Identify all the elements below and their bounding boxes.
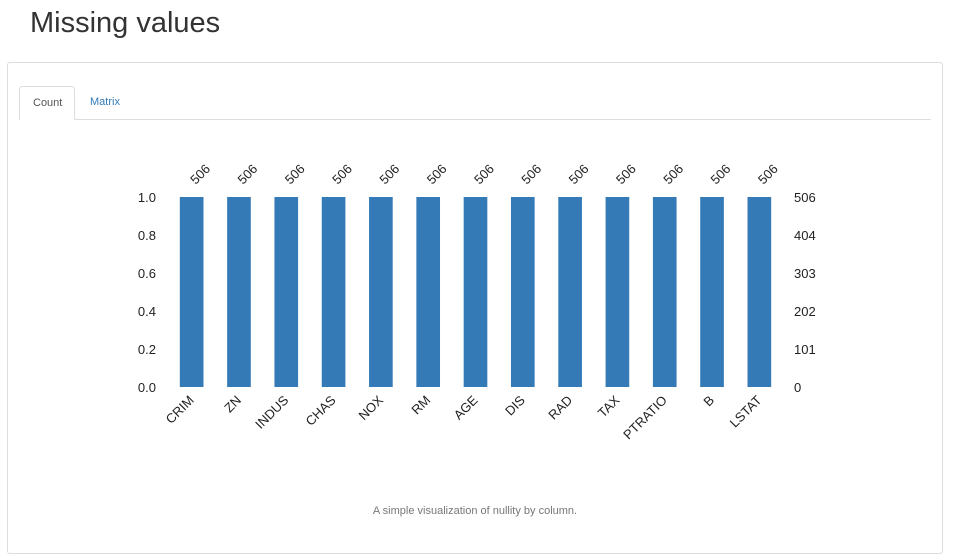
bar-lstat <box>747 197 772 387</box>
y2-tick-label: 404 <box>794 228 816 243</box>
bar-count-label: 506 <box>518 161 544 187</box>
x-tick-label: AGE <box>451 392 481 422</box>
bar-count-label: 506 <box>755 161 781 187</box>
x-tick-label: CHAS <box>303 392 339 428</box>
y2-tick-label: 0 <box>794 380 801 395</box>
bar-rm <box>416 197 441 387</box>
bar-ptratio <box>652 197 677 387</box>
y-tick-label: 0.6 <box>138 266 156 281</box>
y-tick-label: 0.4 <box>138 304 156 319</box>
x-tick-label: RAD <box>545 393 575 423</box>
bar-count-label: 506 <box>566 161 592 187</box>
x-tick-label: ZN <box>221 393 244 416</box>
tab-count[interactable]: Count <box>19 86 75 120</box>
bar-b <box>700 197 724 387</box>
y2-tick-label: 506 <box>794 190 816 205</box>
x-tick-label: PTRATIO <box>620 393 670 443</box>
bar-count-label: 506 <box>376 161 402 187</box>
bar-count-label: 506 <box>660 161 686 187</box>
bar-age <box>463 197 488 387</box>
results-panel: Count Matrix 0.0 0.2 0.4 0.6 0.8 1.0 0 101 202 30… <box>7 62 943 554</box>
y-tick-label: 0.2 <box>138 342 156 357</box>
bar-chas <box>321 197 346 387</box>
bar-dis <box>510 197 535 387</box>
page-title: Missing values <box>30 7 221 39</box>
tab-matrix[interactable]: Matrix <box>90 96 120 108</box>
bar-count-label: 506 <box>613 161 639 187</box>
y2-tick-label: 101 <box>794 342 816 357</box>
chart-caption: A simple visualization of nullity by col… <box>372 505 578 517</box>
bar-zn <box>227 197 251 387</box>
y-tick-label: 0.0 <box>138 380 156 395</box>
x-tick-label: B <box>700 393 717 410</box>
missing-values-bar-chart: 0.0 0.2 0.4 0.6 0.8 1.0 0 101 202 303 404 506 506 CRI… <box>138 161 816 443</box>
bar-count-label: 506 <box>187 161 213 187</box>
bar-count-label: 506 <box>329 161 355 187</box>
bar-tax <box>605 197 630 387</box>
y2-tick-label: 303 <box>794 266 816 281</box>
x-tick-label: NOX <box>355 392 386 423</box>
bar-count-label: 506 <box>424 161 450 187</box>
x-tick-label: DIS <box>502 392 528 418</box>
bar-count-label: 506 <box>708 161 734 187</box>
bar-count-label: 506 <box>471 161 497 187</box>
bar-count-label: 506 <box>234 161 260 187</box>
bar-rad <box>558 197 582 387</box>
y-tick-label: 1.0 <box>138 190 156 205</box>
x-tick-label: CRIM <box>163 393 197 427</box>
bar-indus <box>274 197 299 387</box>
x-tick-label: INDUS <box>252 392 291 431</box>
bar-crim <box>179 197 204 387</box>
y-tick-label: 0.8 <box>138 228 156 243</box>
tab-bar: Count Matrix <box>19 86 931 120</box>
x-tick-label: RM <box>408 393 433 418</box>
y2-tick-label: 202 <box>794 304 816 319</box>
bar-count-label: 506 <box>282 161 308 187</box>
x-tick-label: LSTAT <box>727 392 765 430</box>
x-tick-label: TAX <box>595 392 623 420</box>
bar-nox <box>369 197 393 387</box>
